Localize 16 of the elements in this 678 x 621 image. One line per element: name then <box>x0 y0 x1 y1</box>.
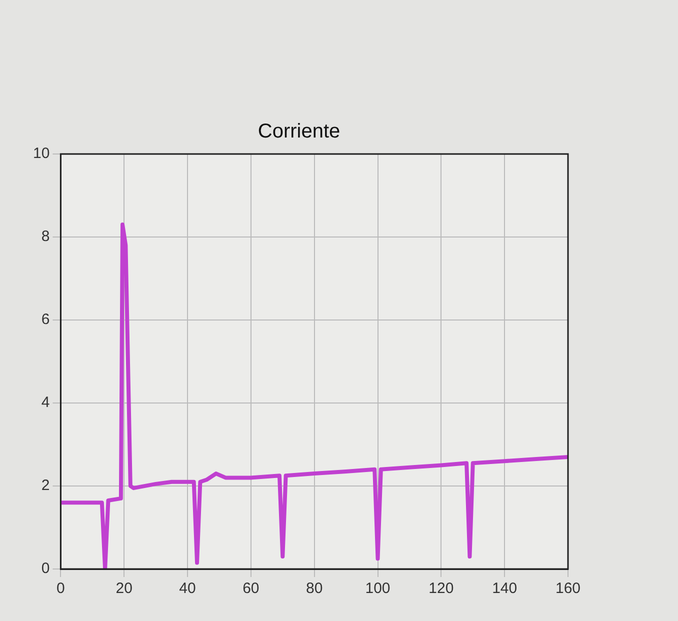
x-tick-label: 40 <box>179 580 196 598</box>
y-tick-label: 6 <box>41 311 50 328</box>
x-tick-label: 80 <box>306 580 323 598</box>
chart-title: Corriente <box>258 120 340 143</box>
y-tick-label: 4 <box>41 394 50 412</box>
x-tick-label: 60 <box>242 580 260 598</box>
x-tick-label: 160 <box>555 580 581 598</box>
y-tick-label: 10 <box>32 145 50 162</box>
y-tick-label: 0 <box>41 560 50 578</box>
x-tick-label: 140 <box>492 580 518 598</box>
x-tick-label: 0 <box>56 580 65 598</box>
y-tick-label: 2 <box>41 477 50 494</box>
y-tick-label: 8 <box>41 228 50 246</box>
x-tick-label: 120 <box>428 580 454 598</box>
x-tick-label: 100 <box>365 580 390 598</box>
x-tick-label: 20 <box>116 580 132 598</box>
